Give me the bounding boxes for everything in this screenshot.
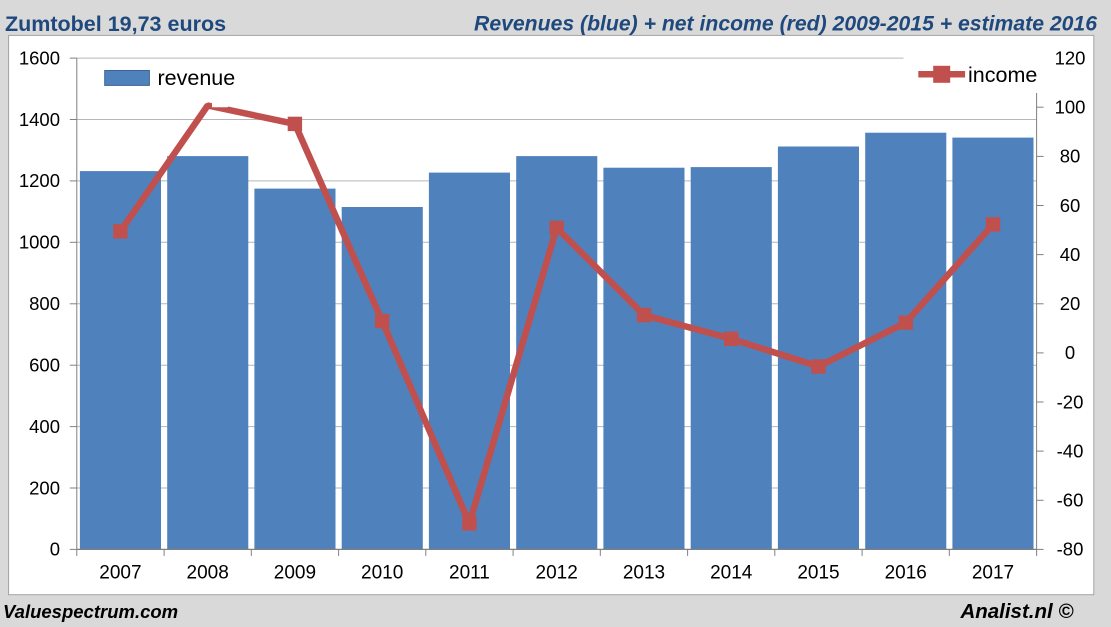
- svg-text:2012: 2012: [536, 563, 578, 584]
- svg-text:80: 80: [1060, 146, 1081, 167]
- svg-text:2014: 2014: [710, 563, 753, 584]
- svg-text:600: 600: [29, 354, 60, 375]
- svg-text:0: 0: [50, 539, 60, 560]
- svg-text:800: 800: [29, 293, 60, 314]
- svg-text:Revenues (blue) + net income (: Revenues (blue) + net income (red) 2009-…: [474, 13, 1097, 36]
- svg-text:Valuespectrum.com: Valuespectrum.com: [3, 601, 178, 622]
- svg-text:40: 40: [1060, 244, 1081, 265]
- svg-text:1000: 1000: [19, 232, 60, 253]
- svg-text:2013: 2013: [623, 563, 665, 584]
- svg-text:Analist.nl ©: Analist.nl ©: [959, 600, 1074, 623]
- svg-text:200: 200: [29, 477, 60, 498]
- svg-text:2011: 2011: [449, 563, 490, 584]
- svg-text:revenue: revenue: [158, 66, 236, 90]
- svg-text:2010: 2010: [361, 563, 403, 584]
- svg-text:100: 100: [1055, 97, 1086, 118]
- svg-text:120: 120: [1055, 47, 1086, 68]
- svg-text:-40: -40: [1057, 440, 1084, 461]
- svg-text:1600: 1600: [19, 47, 60, 68]
- svg-text:income: income: [968, 63, 1037, 87]
- svg-text:Zumtobel 19,73 euros: Zumtobel 19,73 euros: [5, 12, 226, 36]
- svg-text:-20: -20: [1057, 391, 1084, 412]
- svg-text:2009: 2009: [274, 563, 316, 584]
- svg-text:60: 60: [1060, 195, 1081, 216]
- svg-text:2007: 2007: [99, 563, 141, 584]
- svg-text:2008: 2008: [187, 563, 229, 584]
- svg-text:2015: 2015: [797, 563, 839, 584]
- svg-text:1400: 1400: [19, 109, 60, 130]
- svg-text:0: 0: [1065, 342, 1075, 363]
- svg-text:20: 20: [1060, 293, 1081, 314]
- svg-text:2016: 2016: [885, 563, 927, 584]
- svg-text:2017: 2017: [972, 563, 1014, 584]
- svg-text:-60: -60: [1057, 490, 1084, 511]
- svg-text:400: 400: [29, 416, 60, 437]
- svg-text:-80: -80: [1057, 539, 1084, 560]
- svg-text:1200: 1200: [19, 170, 60, 191]
